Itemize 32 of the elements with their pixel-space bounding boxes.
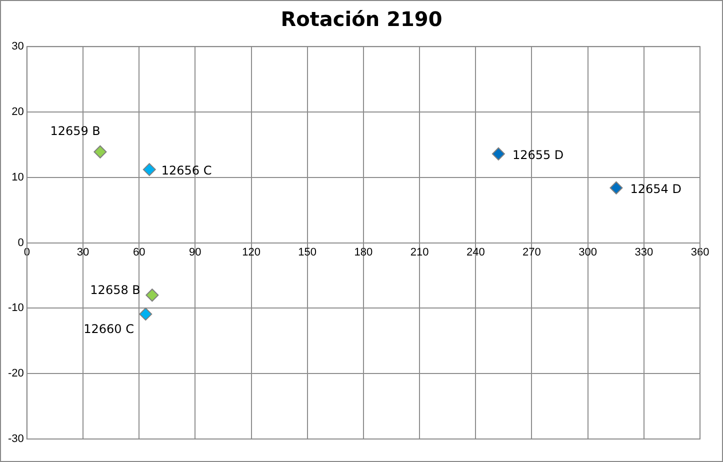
point: [610, 181, 623, 194]
y-tick-label: 0: [18, 236, 24, 249]
y-tick-label: -10: [8, 302, 24, 314]
y-tick-label: 30: [12, 40, 24, 53]
y-tick-label: -20: [8, 368, 24, 380]
series-label: 12659 B: [50, 124, 100, 138]
series-label: 12656 C: [161, 164, 212, 178]
y-tick-label: 20: [12, 106, 24, 118]
x-tick-label: 90: [189, 246, 202, 258]
x-tick-label: 150: [298, 246, 317, 258]
x-tick-label: 270: [522, 246, 541, 258]
point: [94, 145, 107, 158]
x-tick-label: 330: [634, 246, 654, 258]
x-tick-label: 210: [410, 246, 429, 258]
point: [139, 308, 152, 321]
point: [146, 288, 159, 302]
x-tick-label: 180: [354, 246, 373, 258]
x-tick-label: 30: [76, 246, 90, 258]
x-tick-label: 300: [578, 246, 597, 258]
x-tick-label: 240: [466, 246, 485, 258]
y-tick-label: 10: [12, 171, 24, 184]
x-tick-label: 120: [242, 246, 260, 258]
series-label: 12658 B: [90, 283, 140, 298]
point: [492, 147, 505, 160]
series-label: 12654 D: [630, 182, 682, 196]
series-label: 12655 D: [512, 148, 564, 162]
x-tick-label: 60: [132, 246, 146, 258]
x-tick-label: 360: [690, 246, 710, 258]
chart-title: Rotación 2190: [280, 7, 444, 31]
series-label: 12660 C: [84, 322, 134, 336]
y-tick-label: -30: [8, 433, 24, 446]
point: [142, 163, 156, 176]
